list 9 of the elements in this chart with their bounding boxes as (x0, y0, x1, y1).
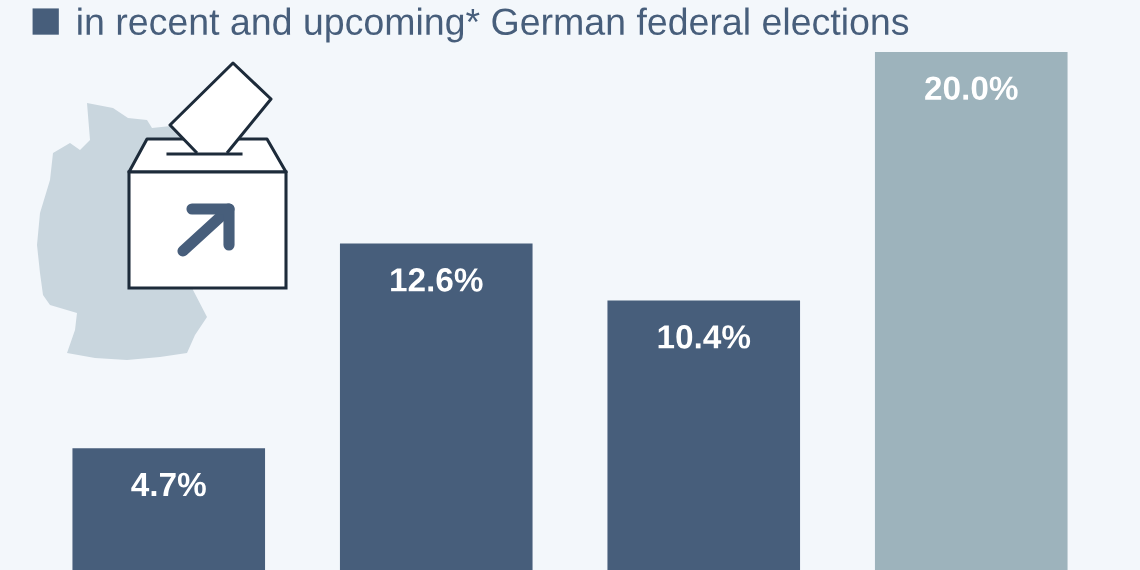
data-label: 12.6% (391, 268, 483, 292)
legend-label: in recent and upcoming* German federal elections (78, 7, 909, 43)
bar (339, 243, 533, 570)
data-label: 10.4% (658, 325, 751, 349)
data-label: 4.7% (131, 472, 206, 497)
data-label: 20.0% (925, 76, 1018, 100)
bar (874, 51, 1068, 570)
bar (607, 300, 801, 570)
bar (72, 448, 266, 570)
